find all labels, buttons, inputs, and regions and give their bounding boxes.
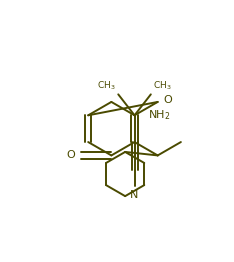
Text: CH$_3$: CH$_3$ [153, 80, 172, 92]
Text: O: O [66, 150, 75, 160]
Text: NH$_2$: NH$_2$ [149, 108, 171, 122]
Text: O: O [164, 95, 172, 105]
Text: N: N [130, 190, 139, 200]
Text: CH$_3$: CH$_3$ [97, 80, 116, 92]
